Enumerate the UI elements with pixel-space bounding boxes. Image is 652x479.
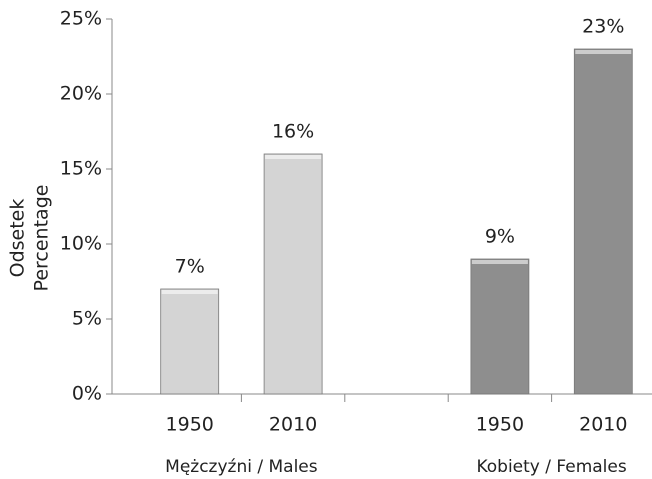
y-tick-label: 25% — [60, 8, 102, 30]
bar-highlight — [471, 260, 528, 264]
bar — [263, 153, 323, 395]
y-axis-label: Odsetek — [7, 199, 29, 278]
y-tick-label: 15% — [60, 158, 102, 180]
bar — [573, 48, 633, 395]
value-label: 7% — [175, 256, 205, 278]
bar-highlight — [575, 50, 632, 54]
y-tick-label: 20% — [60, 83, 102, 105]
x-tick-label: 2010 — [579, 414, 627, 436]
value-label: 23% — [582, 16, 624, 38]
bar — [160, 288, 220, 395]
bar-highlight — [161, 290, 218, 294]
x-tick-label: 1950 — [166, 414, 214, 436]
bar-highlight — [265, 155, 322, 159]
bar — [470, 258, 530, 395]
y-tick-label: 0% — [72, 383, 102, 405]
x-tick-label: 2010 — [269, 414, 317, 436]
group-label: Mężczyźni / Males — [165, 457, 318, 477]
group-label: Kobiety / Females — [476, 457, 626, 477]
x-tick-label: 1950 — [476, 414, 524, 436]
value-label: 9% — [485, 226, 515, 248]
value-label: 16% — [272, 121, 314, 143]
y-tick-label: 5% — [72, 308, 102, 330]
y-tick-label: 10% — [60, 233, 102, 255]
y-axis-label: Percentage — [31, 185, 53, 292]
